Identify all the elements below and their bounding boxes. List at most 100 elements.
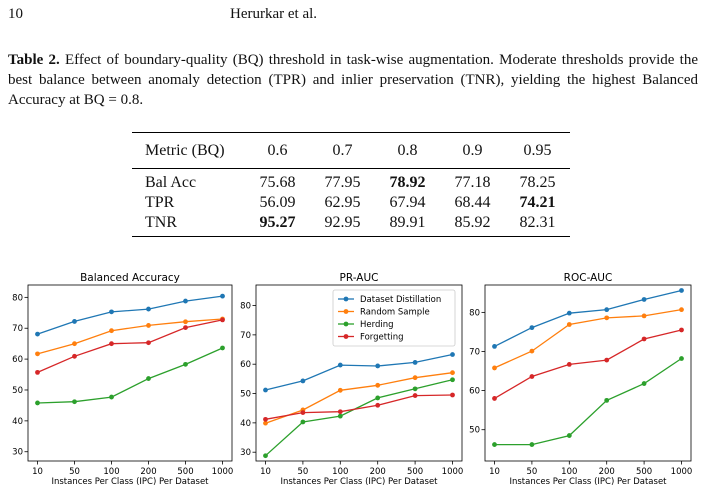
x-tick-label: 500 [407, 467, 423, 477]
column-header: Metric (BQ) [145, 141, 225, 159]
data-point [375, 402, 381, 408]
running-head-authors: Herurkar et al. [230, 6, 318, 22]
legend-swatch-marker [343, 296, 349, 302]
data-point [35, 400, 40, 406]
series-line [37, 319, 223, 373]
data-point [109, 328, 114, 334]
table-cell: 75.68 [259, 174, 296, 191]
data-point [566, 433, 572, 438]
series-line [265, 379, 453, 457]
data-point [412, 393, 418, 398]
series-line [494, 289, 682, 347]
row-label: Bal Acc [145, 174, 197, 191]
x-tick-label: 500 [636, 467, 652, 477]
y-tick-label: 50 [469, 426, 480, 436]
data-point [220, 293, 225, 299]
y-tick-label: 30 [240, 448, 251, 458]
data-point [109, 394, 114, 400]
data-point [300, 410, 306, 415]
legend-swatch-marker [343, 334, 349, 339]
legend-swatch-marker [343, 321, 349, 327]
column-header: 0.95 [523, 141, 552, 159]
table-cell: 56.09 [259, 194, 296, 211]
y-tick-label: 80 [240, 302, 251, 312]
data-point [337, 409, 343, 415]
y-tick-label: 60 [12, 355, 23, 365]
table-cell: 92.95 [324, 214, 361, 231]
data-point [263, 453, 268, 459]
data-point [604, 307, 610, 313]
data-point [641, 297, 647, 302]
x-tick-label: 100 [561, 467, 577, 477]
x-tick-label: 100 [103, 467, 119, 477]
x-tick-label: 1000 [212, 467, 234, 477]
table-row: Bal Acc 75.68 77.95 78.92 77.18 78.25 [132, 169, 570, 194]
chart-panel-3: ROC-AUC 50 60 70 80 10 50 100 200 500 1000 Instance… [469, 272, 692, 487]
data-point [529, 325, 535, 331]
caption-value: 0.8 [116, 92, 140, 108]
data-point [72, 319, 77, 324]
x-tick-label: 10 [260, 467, 271, 477]
data-point [604, 357, 610, 363]
y-tick-label: 80 [469, 308, 480, 318]
table-cell: 78.92 [389, 174, 426, 191]
results-table-container: Metric (BQ) 0.6 0.7 0.8 0.9 0.95 Bal Acc… [132, 132, 570, 237]
data-point [263, 387, 268, 393]
caption-label: Table 2. [8, 52, 60, 68]
y-tick-label: 70 [12, 324, 23, 334]
legend-label: Random Sample [360, 308, 430, 318]
x-tick-label: 10 [489, 467, 500, 477]
data-point [679, 356, 684, 361]
column-header: 0.9 [462, 141, 483, 159]
x-axis-label: Instances Per Class (IPC) Per Dataset [280, 477, 438, 487]
y-tick-label: 30 [12, 448, 23, 458]
data-point [72, 353, 77, 359]
series-line [37, 347, 223, 404]
data-point [566, 310, 572, 316]
y-tick-label: 70 [469, 347, 480, 357]
data-point [450, 370, 455, 376]
series-line [265, 353, 453, 391]
table-cell: 78.25 [519, 174, 556, 191]
table-cell: 89.91 [389, 214, 426, 231]
table-cell: 67.94 [389, 194, 426, 211]
data-point [529, 374, 535, 379]
data-point [146, 376, 151, 381]
chart-panel-2: PR-AUC 30 40 50 60 70 80 10 50 100 200 500 1000 Insta… [240, 272, 463, 487]
data-point [412, 386, 418, 392]
data-point [566, 322, 572, 327]
chart-panel-1: Balanced Accuracy 30 40 50 60 70 80 10 50 100 200 5… [12, 272, 233, 487]
data-point [220, 345, 225, 351]
row-label: TNR [145, 214, 177, 231]
x-tick-label: 10 [32, 467, 43, 477]
series-line [494, 329, 682, 399]
data-point [337, 387, 343, 393]
caption-text: Effect of boundary-quality (BQ) threshol… [8, 52, 698, 108]
legend-label: Herding [360, 320, 394, 330]
data-point [72, 399, 77, 405]
data-point [412, 375, 418, 381]
table-cell: 82.31 [519, 214, 556, 231]
y-tick-label: 50 [12, 386, 23, 396]
series-line [265, 394, 453, 420]
chart-title: ROC-AUC [564, 272, 613, 284]
y-tick-label: 60 [469, 387, 480, 397]
data-point [492, 365, 497, 371]
y-tick-label: 60 [240, 360, 251, 370]
data-point [375, 363, 381, 369]
data-point [220, 317, 225, 323]
data-point [183, 361, 188, 367]
data-point [109, 341, 114, 347]
table-row: TNR 95.27 92.95 89.91 85.92 82.31 [132, 213, 570, 237]
series-line [265, 372, 453, 424]
data-point [566, 361, 572, 367]
table-cell: 62.95 [324, 194, 361, 211]
table-cell: 74.21 [519, 194, 556, 211]
data-point [641, 336, 647, 342]
results-table: Metric (BQ) 0.6 0.7 0.8 0.9 0.95 Bal Acc… [132, 132, 570, 237]
charts-svg: Balanced Accuracy 30 40 50 60 70 80 10 50 100 200 5… [12, 272, 692, 487]
legend-box [332, 289, 456, 347]
data-point [679, 288, 684, 293]
series-line [37, 295, 223, 335]
x-tick-label: 200 [140, 467, 156, 477]
